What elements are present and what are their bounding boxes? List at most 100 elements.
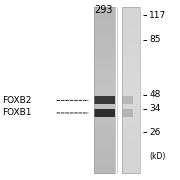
Text: 85: 85 bbox=[149, 35, 161, 44]
Bar bbox=[94, 134, 115, 138]
Bar bbox=[94, 73, 115, 77]
Bar bbox=[122, 84, 140, 88]
Bar bbox=[94, 65, 115, 69]
Bar bbox=[94, 7, 115, 173]
Bar bbox=[122, 148, 140, 152]
Bar bbox=[94, 54, 115, 58]
Bar bbox=[122, 32, 140, 36]
Bar bbox=[94, 140, 115, 143]
Bar bbox=[94, 162, 115, 165]
Bar bbox=[94, 49, 115, 52]
Text: 48: 48 bbox=[149, 90, 161, 99]
Bar bbox=[122, 107, 140, 110]
Bar bbox=[94, 101, 115, 105]
Bar bbox=[122, 126, 140, 130]
Bar bbox=[94, 154, 115, 157]
Bar bbox=[122, 24, 140, 27]
Bar bbox=[94, 145, 115, 149]
Text: FOXB1: FOXB1 bbox=[2, 108, 31, 118]
Bar bbox=[122, 93, 140, 96]
Bar bbox=[94, 142, 115, 146]
Bar bbox=[94, 165, 115, 168]
Bar bbox=[94, 10, 115, 14]
Bar bbox=[94, 26, 115, 30]
Bar bbox=[94, 60, 115, 63]
Bar bbox=[122, 40, 140, 44]
Bar bbox=[122, 109, 140, 113]
Bar bbox=[122, 162, 140, 165]
Bar bbox=[94, 15, 115, 19]
Bar bbox=[94, 18, 115, 22]
Text: 117: 117 bbox=[149, 11, 167, 20]
Bar bbox=[94, 104, 115, 107]
Bar bbox=[94, 87, 115, 91]
Bar bbox=[122, 140, 140, 143]
Bar bbox=[94, 43, 115, 47]
Bar bbox=[94, 123, 115, 127]
Bar bbox=[122, 18, 140, 22]
Bar bbox=[122, 15, 140, 19]
Bar bbox=[94, 40, 115, 44]
Bar bbox=[94, 76, 115, 80]
Bar bbox=[94, 51, 115, 55]
Bar bbox=[122, 60, 140, 63]
Bar bbox=[122, 159, 140, 163]
Bar bbox=[122, 87, 140, 91]
Bar bbox=[122, 76, 140, 80]
Bar bbox=[122, 68, 140, 72]
Bar bbox=[122, 167, 140, 171]
Bar bbox=[94, 107, 115, 110]
Bar bbox=[122, 96, 140, 99]
Bar bbox=[122, 170, 140, 174]
Bar bbox=[94, 137, 115, 141]
Bar bbox=[94, 13, 115, 16]
Bar bbox=[122, 13, 140, 16]
Bar bbox=[122, 98, 140, 102]
Bar bbox=[122, 165, 140, 168]
Bar bbox=[122, 57, 140, 60]
Bar bbox=[122, 35, 140, 39]
Bar bbox=[94, 112, 115, 116]
Bar bbox=[94, 57, 115, 60]
Bar bbox=[122, 154, 140, 157]
Bar bbox=[94, 21, 115, 25]
Bar bbox=[122, 10, 140, 14]
Bar bbox=[122, 82, 140, 85]
Bar bbox=[94, 115, 115, 118]
Bar bbox=[94, 109, 115, 113]
Bar bbox=[94, 96, 115, 99]
Bar bbox=[94, 129, 115, 132]
Bar bbox=[122, 131, 140, 135]
Bar bbox=[122, 134, 140, 138]
Bar bbox=[122, 123, 140, 127]
Bar bbox=[122, 115, 140, 118]
Bar bbox=[122, 49, 140, 52]
Bar bbox=[122, 51, 140, 55]
Bar bbox=[94, 148, 115, 152]
Bar bbox=[122, 79, 140, 83]
Bar bbox=[94, 46, 115, 50]
Bar bbox=[94, 131, 115, 135]
Bar bbox=[94, 109, 115, 117]
Bar bbox=[94, 126, 115, 130]
Bar bbox=[122, 29, 140, 33]
Bar bbox=[122, 73, 140, 77]
Bar bbox=[94, 159, 115, 163]
Bar bbox=[94, 68, 115, 72]
Bar bbox=[122, 7, 140, 173]
Bar bbox=[122, 65, 140, 69]
Bar bbox=[122, 90, 140, 94]
Bar bbox=[94, 79, 115, 83]
Bar bbox=[94, 84, 115, 88]
Bar bbox=[122, 118, 140, 121]
Bar bbox=[94, 98, 115, 102]
Bar bbox=[94, 29, 115, 33]
Bar bbox=[122, 129, 140, 132]
Bar bbox=[94, 32, 115, 36]
Bar bbox=[122, 145, 140, 149]
Bar bbox=[94, 38, 115, 41]
Text: 26: 26 bbox=[149, 128, 161, 137]
Bar bbox=[122, 62, 140, 66]
Bar bbox=[122, 71, 140, 74]
Bar bbox=[94, 24, 115, 27]
